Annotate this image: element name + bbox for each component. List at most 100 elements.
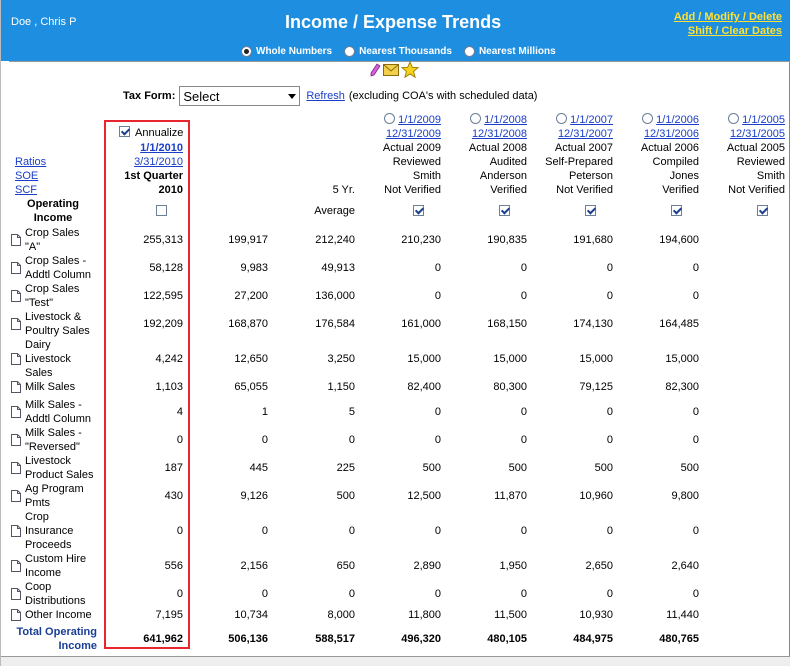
document-icon[interactable] <box>11 609 21 621</box>
year-column-radio[interactable] <box>556 113 567 124</box>
document-icon[interactable] <box>11 560 21 572</box>
tax-form-select[interactable]: Select <box>179 86 301 106</box>
ratios-link[interactable]: Ratios <box>15 156 47 168</box>
year-value: 11,800 <box>408 609 441 621</box>
year-value: 164,485 <box>659 318 699 330</box>
year-value: 0 <box>520 290 527 302</box>
year-value: 2,650 <box>585 560 613 572</box>
average-value: 500 <box>336 490 355 502</box>
refresh-link[interactable]: Refresh <box>306 90 345 102</box>
year-value: 11,440 <box>666 609 699 621</box>
year-date-from[interactable]: 1/1/2007 <box>570 114 613 126</box>
document-icon[interactable] <box>11 290 21 302</box>
scf-link[interactable]: SCF <box>15 184 37 196</box>
row-label: Other Income <box>25 609 92 621</box>
document-icon[interactable] <box>11 462 21 474</box>
year-date-to[interactable]: 12/31/2009 <box>385 128 441 140</box>
year-date-from[interactable]: 1/1/2006 <box>656 114 699 126</box>
row-label: Livestock <box>25 455 71 467</box>
year-date-from[interactable]: 1/1/2009 <box>398 114 441 126</box>
year-date-to[interactable]: 12/31/2005 <box>729 128 785 140</box>
year-column-radio[interactable] <box>642 113 653 124</box>
row-label: Ag Program <box>25 483 84 495</box>
average-value: 650 <box>336 560 355 572</box>
rounding-nearest-millions[interactable]: Nearest Millions <box>463 46 556 57</box>
year-date-to[interactable]: 12/31/2008 <box>471 128 527 140</box>
annualize-label: Annualize <box>135 127 184 139</box>
total-year-value: 480,765 <box>659 633 699 645</box>
year-type: Actual 2006 <box>640 142 699 154</box>
year-value: 0 <box>434 588 441 600</box>
current-value: 192,209 <box>143 318 183 330</box>
current-period: 1st Quarter <box>124 170 183 182</box>
document-icon[interactable] <box>11 490 21 502</box>
rounding-whole-numbers[interactable]: Whole Numbers <box>241 46 332 57</box>
prior-value: 1 <box>261 406 268 418</box>
year-value: 0 <box>606 290 613 302</box>
current-column-checkbox[interactable] <box>156 205 167 216</box>
total-label: Income <box>58 640 97 652</box>
year-value: 500 <box>680 462 699 474</box>
star-icon[interactable] <box>401 61 419 79</box>
year-column-checkbox[interactable] <box>585 205 596 216</box>
document-icon[interactable] <box>11 234 21 246</box>
radio-icon[interactable] <box>463 46 475 57</box>
year-value: 82,300 <box>665 381 699 393</box>
year-column-radio[interactable] <box>470 113 481 124</box>
prior-value: 9,983 <box>240 262 268 274</box>
row-label: Addtl Column <box>25 269 92 281</box>
year-date-from[interactable]: 1/1/2008 <box>484 114 527 126</box>
total-current: 641,962 <box>143 633 183 645</box>
year-value: 0 <box>606 406 613 418</box>
year-value: 0 <box>692 588 699 600</box>
year-date-to[interactable]: 12/31/2007 <box>557 128 613 140</box>
annualize-checkbox[interactable] <box>119 126 130 137</box>
pencil-icon[interactable] <box>369 63 381 77</box>
year-date-from[interactable]: 1/1/2005 <box>742 114 785 126</box>
document-icon[interactable] <box>11 353 21 365</box>
document-icon[interactable] <box>11 434 21 446</box>
year-column-checkbox[interactable] <box>499 205 510 216</box>
prior-value: 168,870 <box>228 318 268 330</box>
tax-form-value: Select <box>183 88 220 104</box>
year-date-to[interactable]: 12/31/2006 <box>643 128 699 140</box>
rounding-nearest-thousands[interactable]: Nearest Thousands <box>344 46 452 57</box>
year-column-radio[interactable] <box>728 113 739 124</box>
document-icon[interactable] <box>11 588 21 600</box>
prior-value: 445 <box>249 462 268 474</box>
radio-icon[interactable] <box>344 46 356 57</box>
year-value: 191,680 <box>573 234 613 246</box>
document-icon[interactable] <box>11 525 21 537</box>
add-modify-delete-link[interactable]: Add / Modify / Delete <box>673 11 782 23</box>
document-icon[interactable] <box>11 381 21 393</box>
tax-note: (excluding COA's with scheduled data) <box>348 90 538 102</box>
scrollbar[interactable] <box>1 656 790 666</box>
year-value: 0 <box>606 434 613 446</box>
row-label: Dairy <box>25 339 51 351</box>
year-value: 0 <box>434 434 441 446</box>
prior-value: 65,055 <box>234 381 268 393</box>
rounding-label: Nearest Millions <box>478 46 556 57</box>
radio-icon[interactable] <box>241 46 252 57</box>
document-icon[interactable] <box>11 406 21 418</box>
year-column-checkbox[interactable] <box>757 205 768 216</box>
current-date-to[interactable]: 3/31/2010 <box>134 156 183 168</box>
soe-link[interactable]: SOE <box>15 170 39 182</box>
row-label: Livestock & <box>25 311 82 323</box>
year-value: 500 <box>508 462 527 474</box>
row-label: Crop Sales - <box>25 255 87 267</box>
year-column-checkbox[interactable] <box>413 205 424 216</box>
year-column-checkbox[interactable] <box>671 205 682 216</box>
shift-clear-dates-link[interactable]: Shift / Clear Dates <box>687 25 782 37</box>
row-label: Crop <box>25 511 49 523</box>
row-label: Poultry Sales <box>25 325 90 337</box>
envelope-icon[interactable] <box>383 64 399 76</box>
year-value: 174,130 <box>573 318 613 330</box>
document-icon[interactable] <box>11 318 21 330</box>
year-value: 15,000 <box>665 353 699 365</box>
average-value: 3,250 <box>327 353 355 365</box>
current-date-from[interactable]: 1/1/2010 <box>140 142 183 154</box>
document-icon[interactable] <box>11 262 21 274</box>
year-column-radio[interactable] <box>384 113 395 124</box>
